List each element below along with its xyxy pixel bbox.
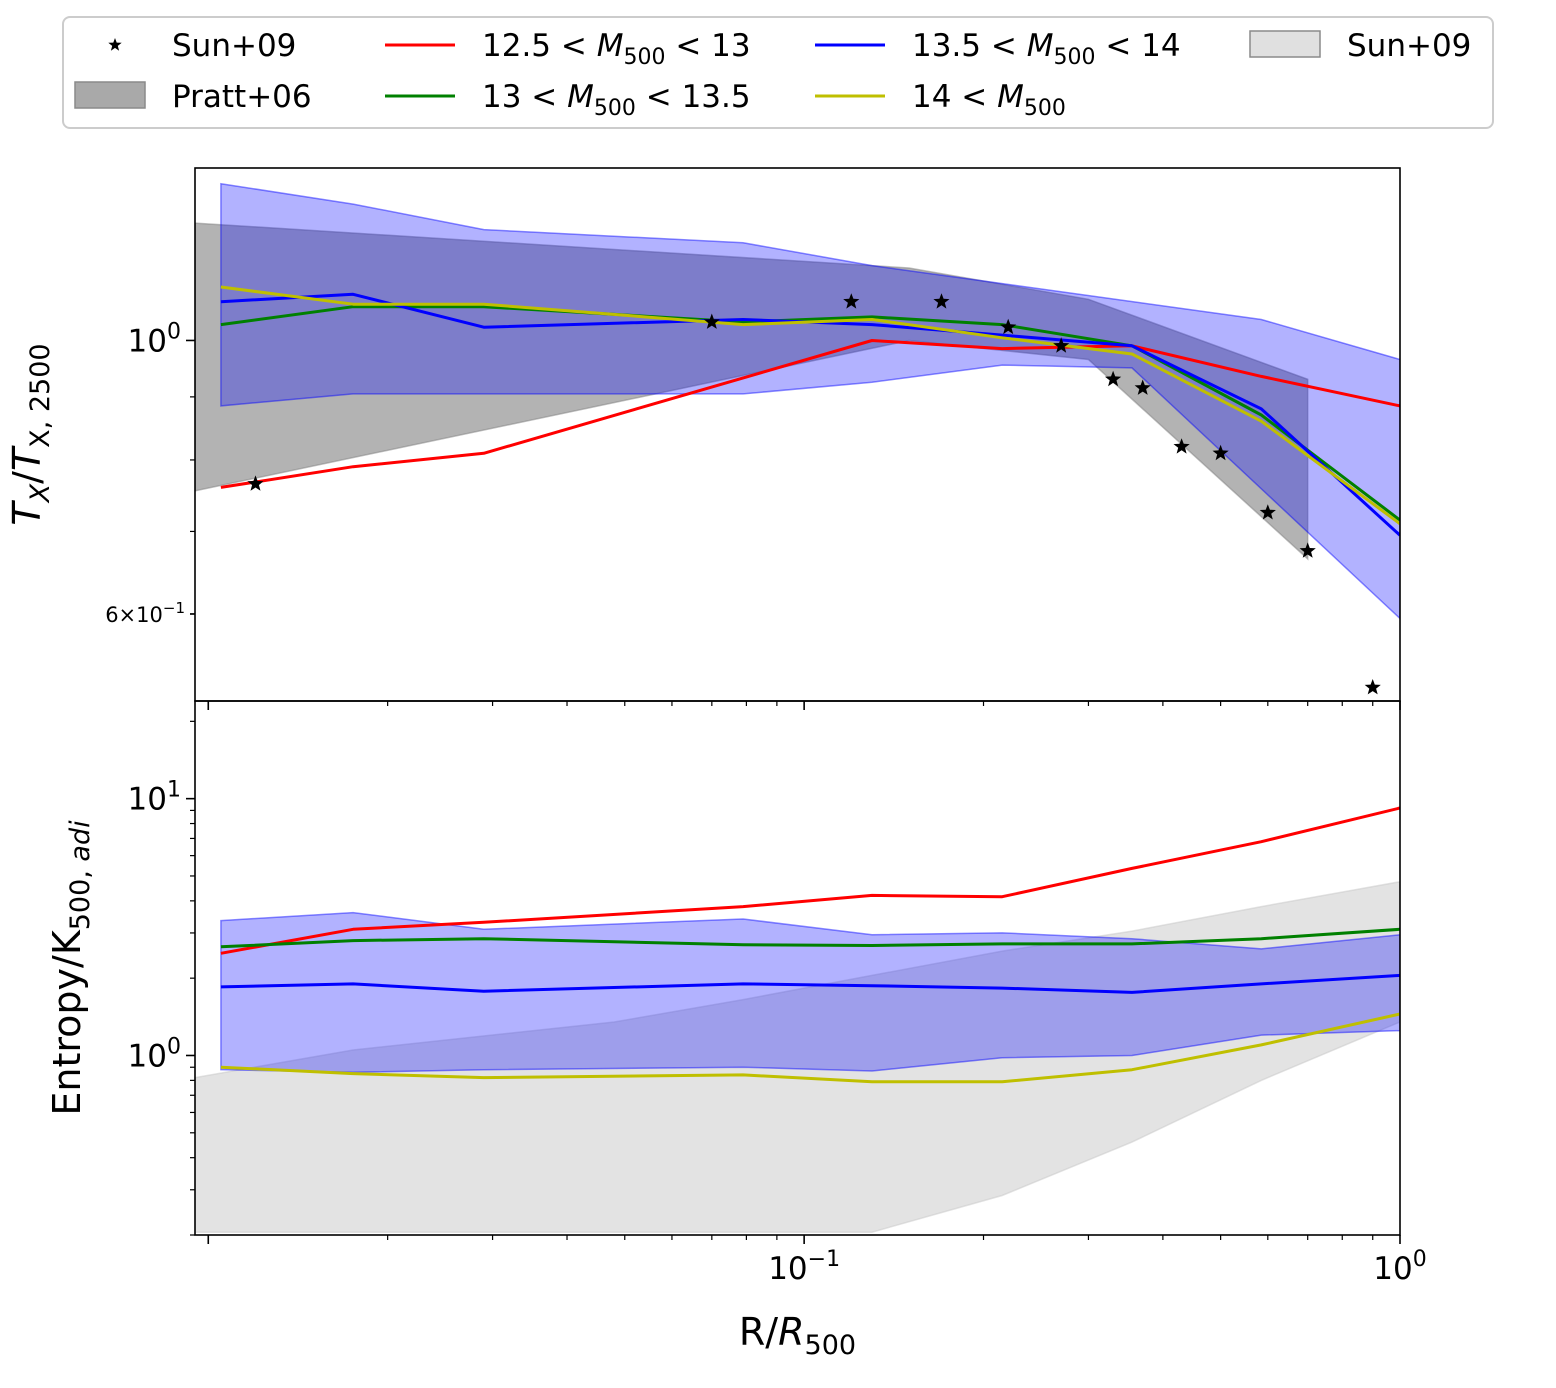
star-point bbox=[1105, 370, 1122, 387]
legend-label-part: < 13 bbox=[665, 28, 750, 64]
star-point bbox=[1259, 504, 1276, 520]
legend-star-marker bbox=[108, 38, 122, 51]
legend-label-symbol: M bbox=[567, 79, 594, 115]
y-tick-label: 100 bbox=[128, 319, 181, 359]
legend-label: Sun+09 bbox=[172, 28, 296, 64]
tick-exponent: 0 bbox=[1413, 1247, 1427, 1272]
legend-band-swatch bbox=[74, 81, 146, 109]
label-sub: 500 bbox=[805, 1330, 857, 1361]
legend-label-part: 14 < bbox=[912, 79, 997, 115]
tick-base: 10 bbox=[1373, 1251, 1412, 1287]
legend: Sun+09 12.5 < M500 < 13 13.5 < M500 < 14 Su… bbox=[62, 16, 1494, 129]
tick-exponent: −1 bbox=[808, 1247, 840, 1272]
star-point bbox=[247, 475, 264, 491]
legend-label: 13 < M500 < 13.5 bbox=[482, 79, 751, 121]
label-sub: X bbox=[25, 483, 56, 504]
tick-base: 6×10 bbox=[105, 603, 163, 627]
series-line-12-5-m500-13 bbox=[220, 339, 1400, 489]
star-point bbox=[1212, 444, 1229, 461]
legend-band-swatch bbox=[1249, 30, 1321, 58]
label-sub: adi bbox=[65, 820, 96, 862]
label-part: T bbox=[5, 445, 49, 471]
x-tick-label: 10−1 bbox=[768, 1247, 840, 1287]
legend-label-subscript: 500 bbox=[1053, 45, 1095, 70]
legend-label-subscript: 500 bbox=[1024, 96, 1066, 121]
star-point bbox=[1134, 379, 1151, 395]
y-axis-label: Entropy/K500, adi bbox=[45, 820, 96, 1116]
legend-label: 14 < M500 bbox=[912, 79, 1066, 121]
legend-item-sun-09: Sun+09 bbox=[1249, 28, 1471, 64]
label-part: T bbox=[5, 500, 49, 526]
x-tick-label: 100 bbox=[1373, 1247, 1426, 1287]
legend-label-part: 12.5 < bbox=[482, 28, 597, 64]
legend-label-part: < 13.5 bbox=[636, 79, 751, 115]
tick-base: 10 bbox=[128, 782, 167, 818]
tick-base: 10 bbox=[128, 323, 167, 359]
points-sun-09 bbox=[247, 293, 1381, 695]
series-line-13-5-m500-14 bbox=[220, 973, 1400, 994]
legend-label: Sun+09 bbox=[1347, 28, 1471, 64]
legend-label-symbol: M bbox=[997, 79, 1024, 115]
tick-exponent: −1 bbox=[163, 599, 185, 617]
bottom-panel-frame bbox=[194, 700, 1401, 1236]
legend-item-14-m500: 14 < M500 bbox=[815, 79, 1066, 121]
y-tick-label: 101 bbox=[128, 778, 181, 818]
band-13-5-m500-14-scatter bbox=[220, 182, 1400, 620]
legend-item-12-5-m500-13: 12.5 < M500 < 13 bbox=[385, 28, 751, 70]
legend-label: 13.5 < M500 < 14 bbox=[912, 28, 1181, 70]
band-sun-09 bbox=[195, 880, 1400, 1233]
band-13-5-m500-14-scatter bbox=[220, 911, 1400, 1074]
legend-label-symbol: M bbox=[597, 28, 624, 64]
label-sub: 500, bbox=[65, 862, 96, 931]
tick-exponent: 1 bbox=[167, 778, 181, 803]
star-point bbox=[1053, 337, 1070, 353]
legend-label-symbol: M bbox=[1027, 28, 1054, 64]
legend-item-pratt-06: Pratt+06 bbox=[74, 79, 312, 115]
label-part: / bbox=[5, 471, 49, 484]
legend-item-sun-09: Sun+09 bbox=[108, 28, 296, 64]
star-point bbox=[1364, 679, 1381, 695]
series-line-14-m500 bbox=[220, 285, 1400, 526]
tick-base: 10 bbox=[128, 1038, 167, 1074]
star-point bbox=[843, 293, 860, 309]
plot-area bbox=[195, 806, 1400, 1233]
x-axis-label: R/R500 bbox=[739, 1310, 856, 1361]
legend-label-part: 13 < bbox=[482, 79, 567, 115]
tick-exponent: 0 bbox=[167, 319, 181, 344]
tick-exponent: 0 bbox=[167, 1034, 181, 1059]
series-line-14-m500 bbox=[220, 1012, 1400, 1084]
tick-base: 10 bbox=[768, 1251, 807, 1287]
legend-label: 12.5 < M500 < 13 bbox=[482, 28, 751, 70]
legend-label-part: < 14 bbox=[1095, 28, 1180, 64]
series-line-12-5-m500-13 bbox=[220, 806, 1400, 955]
star-point bbox=[703, 313, 720, 329]
y-axis-label: TX/TX, 2500 bbox=[5, 343, 56, 525]
legend-item-13-5-m500-14: 13.5 < M500 < 14 bbox=[815, 28, 1181, 70]
y-tick-label: 100 bbox=[128, 1034, 181, 1074]
legend-label: Pratt+06 bbox=[172, 79, 312, 115]
star-point bbox=[1299, 542, 1316, 558]
legend-label-subscript: 500 bbox=[594, 96, 636, 121]
label-sub: X, 2500 bbox=[25, 343, 56, 447]
star-point bbox=[933, 293, 950, 309]
plot-area bbox=[195, 182, 1400, 695]
label-part: R bbox=[778, 1310, 804, 1354]
legend-label-part: 13.5 < bbox=[912, 28, 1027, 64]
series-line-13-m500-13-5 bbox=[220, 927, 1400, 949]
label-part: R/ bbox=[739, 1310, 778, 1354]
y-tick-label: 6×10−1 bbox=[105, 599, 185, 627]
legend-label-subscript: 500 bbox=[623, 45, 665, 70]
legend-item-13-m500-13-5: 13 < M500 < 13.5 bbox=[385, 79, 751, 121]
star-point bbox=[1173, 438, 1190, 454]
star-point bbox=[1000, 318, 1017, 335]
label-part: Entropy/K bbox=[45, 929, 89, 1115]
